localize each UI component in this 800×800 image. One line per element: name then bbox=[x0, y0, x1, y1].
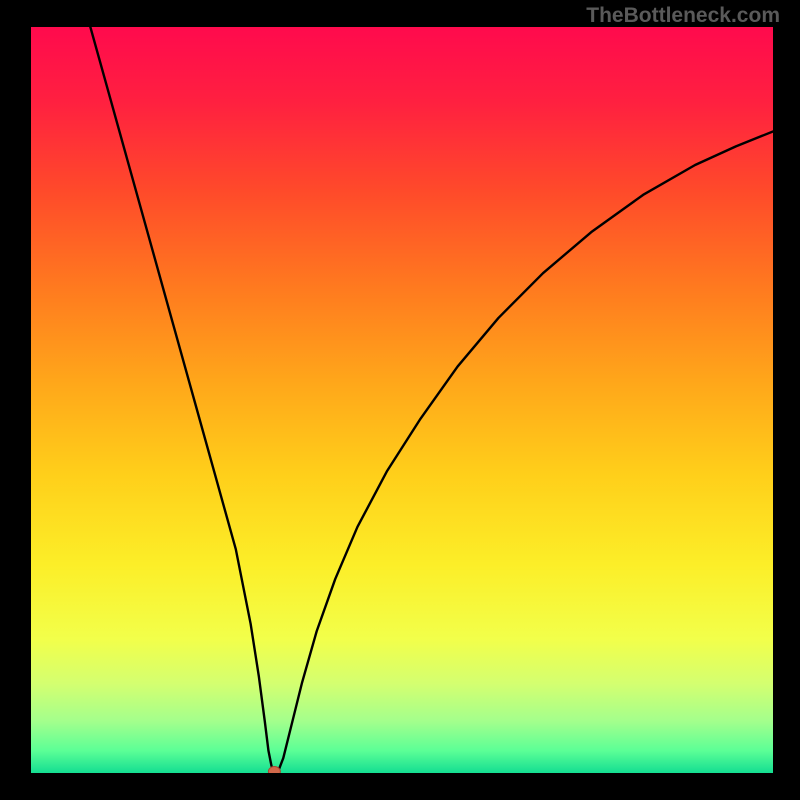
plot-area bbox=[31, 27, 773, 773]
watermark-text: TheBottleneck.com bbox=[586, 4, 780, 28]
gradient-background bbox=[31, 27, 773, 773]
chart-container: TheBottleneck.com bbox=[0, 0, 800, 800]
